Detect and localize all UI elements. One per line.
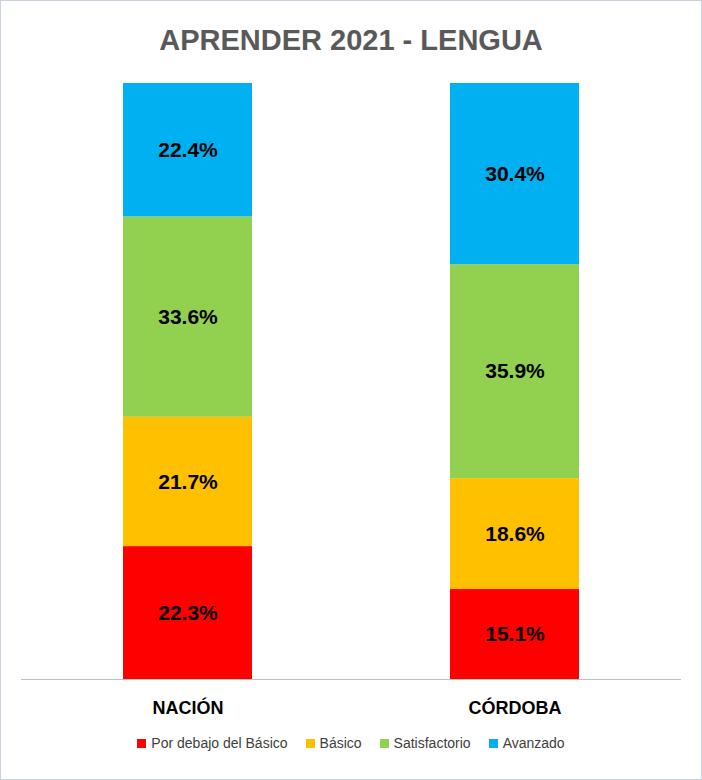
html-text:Básico: Básico (319, 735, 362, 751)
svg-text:NACIÓN: NACIÓN (153, 697, 224, 718)
html-text:Avanzado: Avanzado (502, 735, 565, 751)
svg-text:22.3%: 22.3% (158, 601, 218, 624)
svg-text:CÓRDOBA: CÓRDOBA (469, 697, 562, 718)
svg-text:33.6%: 33.6% (158, 305, 218, 328)
html-text:Por debajo del Básico: Por debajo del Básico (151, 735, 288, 751)
svg-text:21.7%: 21.7% (158, 470, 218, 493)
svg-text:18.6%: 18.6% (485, 522, 545, 545)
html-text:APRENDER 2021 - LENGUA: APRENDER 2021 - LENGUA (159, 24, 543, 56)
svg-text:35.9%: 35.9% (485, 359, 545, 382)
svg-text:30.4%: 30.4% (485, 162, 545, 185)
svg-text:22.4%: 22.4% (158, 138, 218, 161)
html-text:Satisfactorio: Satisfactorio (393, 735, 471, 751)
svg-text:15.1%: 15.1% (485, 622, 545, 645)
